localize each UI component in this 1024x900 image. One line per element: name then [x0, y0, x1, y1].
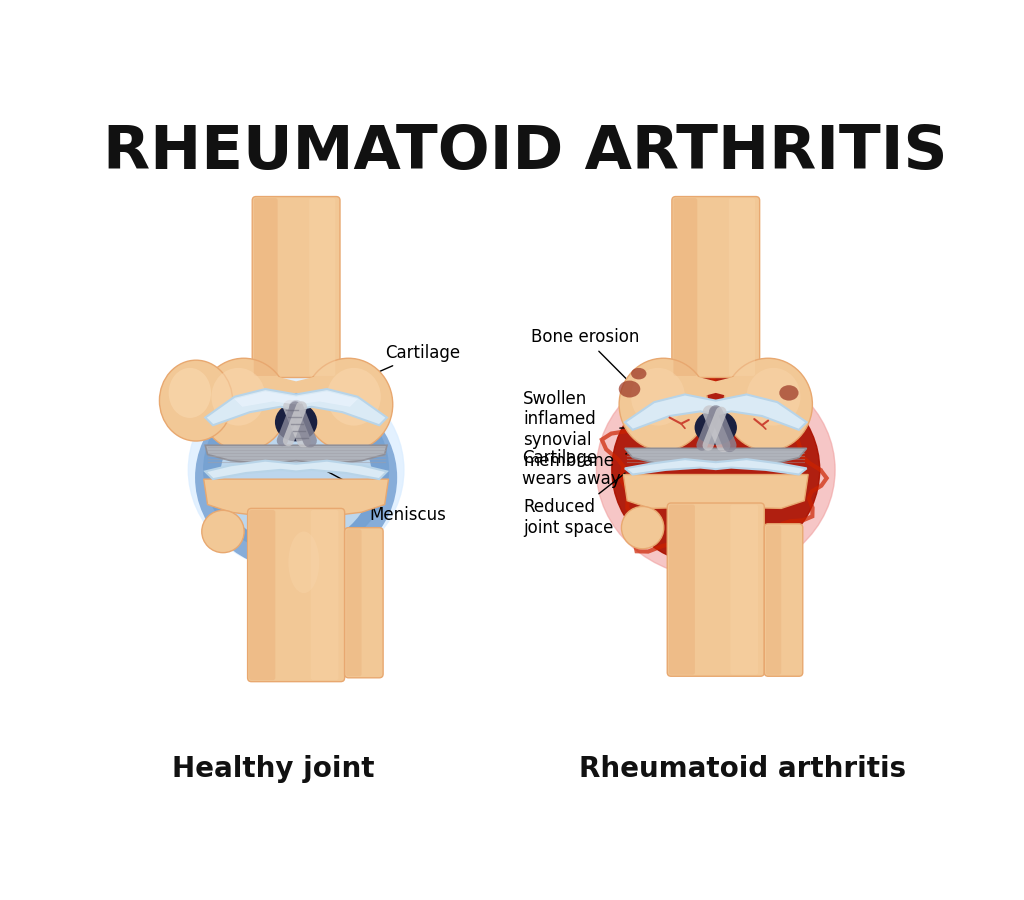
Ellipse shape: [620, 358, 708, 451]
Polygon shape: [625, 394, 807, 430]
Ellipse shape: [694, 410, 737, 445]
Text: Meniscus: Meniscus: [324, 470, 446, 524]
Ellipse shape: [631, 368, 646, 380]
FancyBboxPatch shape: [345, 527, 383, 678]
Ellipse shape: [188, 370, 403, 570]
Polygon shape: [205, 389, 387, 425]
Text: Cartilage
wears away: Cartilage wears away: [521, 449, 627, 488]
FancyBboxPatch shape: [674, 198, 697, 376]
Polygon shape: [625, 448, 807, 465]
Ellipse shape: [200, 358, 288, 451]
Text: Rheumatoid arthritis: Rheumatoid arthritis: [580, 755, 906, 783]
FancyBboxPatch shape: [346, 529, 361, 676]
Text: Swollen
inflamed
synovial
membrane: Swollen inflamed synovial membrane: [523, 390, 633, 470]
FancyBboxPatch shape: [254, 198, 278, 376]
Ellipse shape: [160, 360, 232, 441]
Text: Cartilage: Cartilage: [330, 344, 460, 393]
Polygon shape: [625, 459, 807, 474]
FancyBboxPatch shape: [309, 198, 336, 376]
Polygon shape: [205, 461, 387, 479]
Ellipse shape: [202, 510, 244, 553]
Ellipse shape: [631, 368, 685, 426]
Text: RHEUMATOID ARTHRITIS: RHEUMATOID ARTHRITIS: [102, 123, 947, 182]
Polygon shape: [234, 392, 357, 407]
Ellipse shape: [289, 532, 319, 593]
FancyBboxPatch shape: [729, 198, 755, 376]
Ellipse shape: [596, 362, 836, 578]
Ellipse shape: [304, 358, 393, 451]
FancyBboxPatch shape: [730, 505, 758, 675]
FancyBboxPatch shape: [248, 508, 345, 681]
Ellipse shape: [622, 507, 664, 549]
Ellipse shape: [327, 368, 381, 426]
Polygon shape: [205, 446, 387, 464]
Polygon shape: [624, 474, 808, 508]
Ellipse shape: [169, 368, 211, 418]
Text: Reduced
joint space: Reduced joint space: [523, 473, 625, 537]
Ellipse shape: [618, 381, 640, 398]
Ellipse shape: [211, 368, 265, 426]
FancyBboxPatch shape: [766, 526, 781, 675]
Ellipse shape: [724, 358, 812, 451]
FancyBboxPatch shape: [310, 510, 339, 680]
FancyBboxPatch shape: [764, 524, 803, 676]
FancyBboxPatch shape: [669, 505, 695, 675]
Polygon shape: [628, 370, 804, 416]
Ellipse shape: [746, 368, 801, 426]
Text: Healthy joint: Healthy joint: [172, 755, 374, 783]
FancyBboxPatch shape: [672, 196, 760, 377]
Polygon shape: [208, 370, 385, 416]
Ellipse shape: [611, 374, 819, 566]
Polygon shape: [204, 479, 388, 515]
FancyBboxPatch shape: [668, 503, 764, 676]
Text: Bone erosion: Bone erosion: [531, 328, 639, 390]
Ellipse shape: [274, 403, 317, 441]
FancyBboxPatch shape: [249, 510, 275, 680]
Ellipse shape: [779, 385, 799, 400]
FancyBboxPatch shape: [252, 196, 340, 377]
Ellipse shape: [204, 385, 388, 554]
